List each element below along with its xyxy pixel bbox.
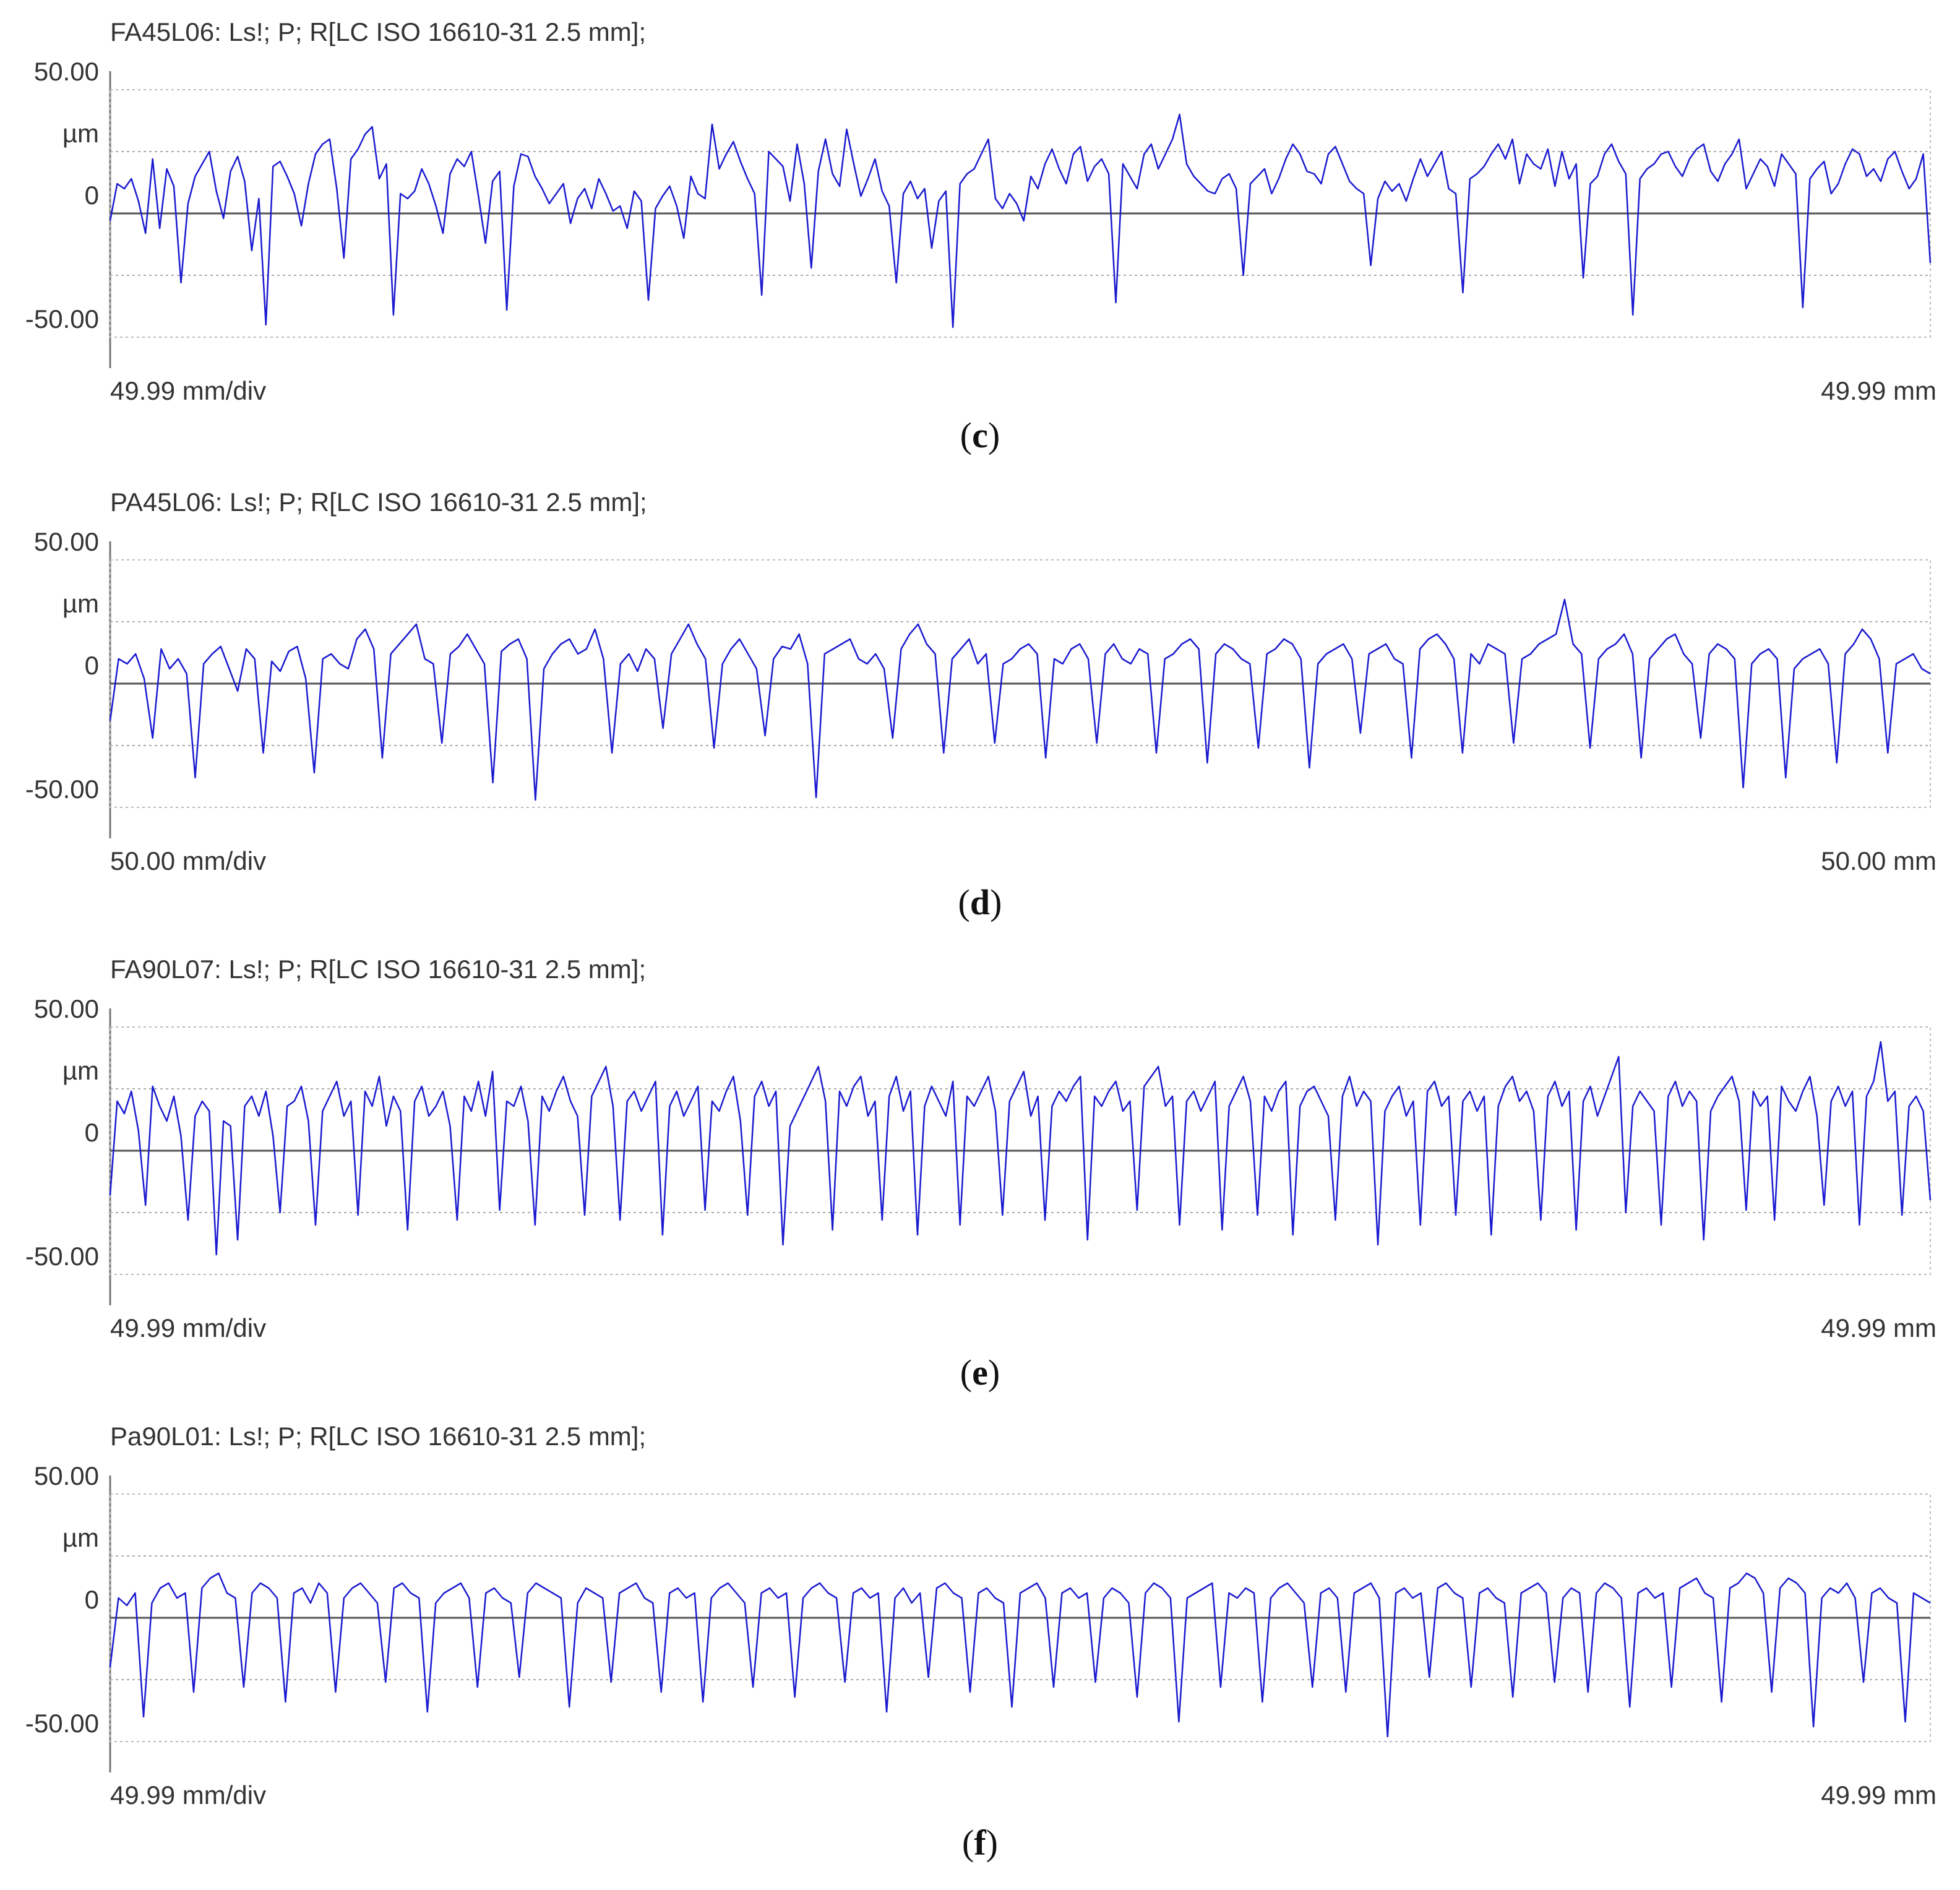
profile-panel-c: FA45L06: Ls!; P; R[LC ISO 16610-31 2.5 m… (0, 0, 1960, 470)
panel-title: FA45L06: Ls!; P; R[LC ISO 16610-31 2.5 m… (110, 17, 647, 46)
y-tick-label: -50.00 (25, 1709, 99, 1738)
panel-caption: (d) (958, 882, 1002, 922)
y-tick-label: µm (62, 1523, 99, 1552)
profile-series-line (109, 1572, 1931, 1738)
y-tick-label: 50.00 (33, 1461, 99, 1490)
y-tick-label: 0 (84, 1118, 99, 1147)
x-axis-label-right: 49.99 mm (1821, 1780, 1936, 1810)
panel-caption: (e) (960, 1352, 1000, 1393)
panel-caption: (f) (962, 1823, 998, 1863)
x-axis-label-left: 49.99 mm/div (110, 1780, 267, 1810)
profile-panel-d: PA45L06: Ls!; P; R[LC ISO 16610-31 2.5 m… (0, 470, 1960, 940)
x-axis-label-left: 50.00 mm/div (110, 846, 267, 875)
x-axis-label-right: 49.99 mm (1821, 376, 1936, 405)
profile-plot (109, 1008, 1932, 1305)
profile-plot (109, 71, 1932, 368)
y-tick-label: -50.00 (25, 304, 99, 333)
profile-plot (109, 541, 1931, 838)
profile-series-line (109, 113, 1932, 329)
y-tick-label: 0 (84, 181, 99, 210)
y-tick-label: 0 (84, 651, 99, 680)
profile-panel-f: Pa90L01: Ls!; P; R[LC ISO 16610-31 2.5 m… (0, 1404, 1960, 1875)
x-axis-label-right: 50.00 mm (1821, 846, 1936, 875)
y-tick-label: 50.00 (33, 994, 99, 1023)
y-tick-label: 50.00 (33, 527, 99, 556)
x-axis-label-right: 49.99 mm (1821, 1313, 1936, 1342)
panel-title: PA45L06: Ls!; P; R[LC ISO 16610-31 2.5 m… (110, 488, 647, 517)
y-tick-label: -50.00 (25, 1242, 99, 1271)
x-axis-label-left: 49.99 mm/div (110, 1313, 267, 1342)
panel-title: Pa90L01: Ls!; P; R[LC ISO 16610-31 2.5 m… (110, 1422, 647, 1451)
profile-panel-e: FA90L07: Ls!; P; R[LC ISO 16610-31 2.5 m… (0, 937, 1960, 1407)
panel-caption-letter: e (972, 1352, 988, 1393)
panel-caption-letter: c (972, 415, 988, 455)
panel-title: FA90L07: Ls!; P; R[LC ISO 16610-31 2.5 m… (110, 955, 647, 984)
y-tick-label: µm (62, 119, 99, 148)
profile-series-line (109, 1041, 1932, 1256)
y-tick-label: µm (62, 589, 99, 618)
profile-series-line (109, 598, 1931, 801)
y-tick-label: -50.00 (25, 775, 99, 804)
y-tick-label: µm (62, 1056, 99, 1085)
panel-caption: (c) (960, 415, 1000, 455)
y-tick-label: 0 (84, 1585, 99, 1614)
profile-plot (109, 1475, 1931, 1772)
x-axis-label-left: 49.99 mm/div (110, 376, 267, 405)
panel-caption-letter: d (969, 882, 991, 922)
y-tick-label: 50.00 (33, 57, 99, 86)
panel-caption-letter: f (974, 1823, 986, 1863)
